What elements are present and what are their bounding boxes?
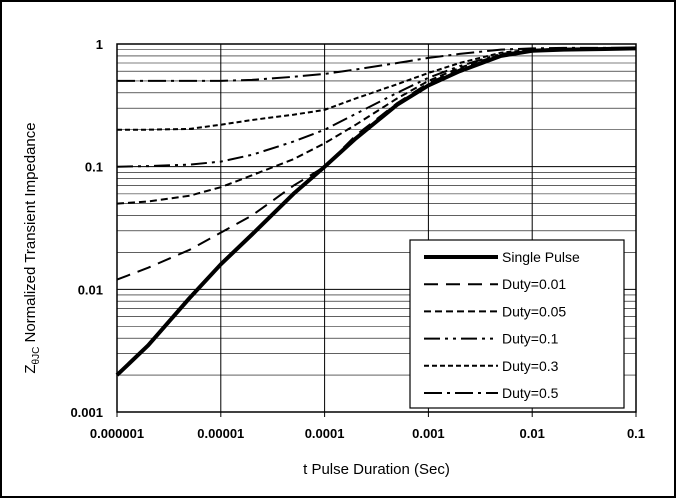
x-tick-label: 0.01 <box>520 426 545 441</box>
legend-label-3: Duty=0.05 <box>502 303 566 319</box>
x-tick-label: 0.00001 <box>197 426 244 441</box>
y-tick-label: 0.001 <box>70 405 103 420</box>
series-line-5 <box>117 47 637 131</box>
legend: Single Pulse Duty=0.01 Duty=0.05 Duty=0.1 Du… <box>409 239 625 409</box>
series-group <box>115 46 637 377</box>
legend-label-6: Duty=0.5 <box>502 385 559 401</box>
y-tick-label: 0.1 <box>85 160 103 175</box>
y-axis-label-prefix: Z <box>22 364 39 373</box>
legend-box <box>409 239 625 409</box>
y-axis-label: ZθJC Normalized Transient Impedance <box>22 122 42 373</box>
x-axis-label: t Pulse Duration (Sec) <box>303 461 450 478</box>
y-axis-label-subscript: θJC <box>31 347 42 365</box>
y-axis-label-rest: Normalized Transient Impedance <box>22 122 39 346</box>
legend-label-2: Duty=0.01 <box>502 276 566 292</box>
x-tick-labels: 0.000001 0.00001 0.0001 0.001 0.01 0.1 <box>90 426 645 441</box>
legend-label-5: Duty=0.3 <box>502 358 559 374</box>
x-tick-label: 0.000001 <box>90 426 144 441</box>
y-tick-label: 1 <box>96 37 103 52</box>
y-tick-label: 0.01 <box>78 282 103 297</box>
x-tick-label: 0.001 <box>412 426 445 441</box>
x-tick-label: 0.0001 <box>305 426 345 441</box>
legend-label-4: Duty=0.1 <box>502 331 559 347</box>
legend-label-1: Single Pulse <box>502 249 580 265</box>
plot-area-border <box>116 43 637 413</box>
series-line-6 <box>117 46 636 82</box>
x-tick-label: 0.1 <box>627 426 645 441</box>
y-tick-labels: 0.001 0.01 0.1 1 <box>70 37 103 420</box>
